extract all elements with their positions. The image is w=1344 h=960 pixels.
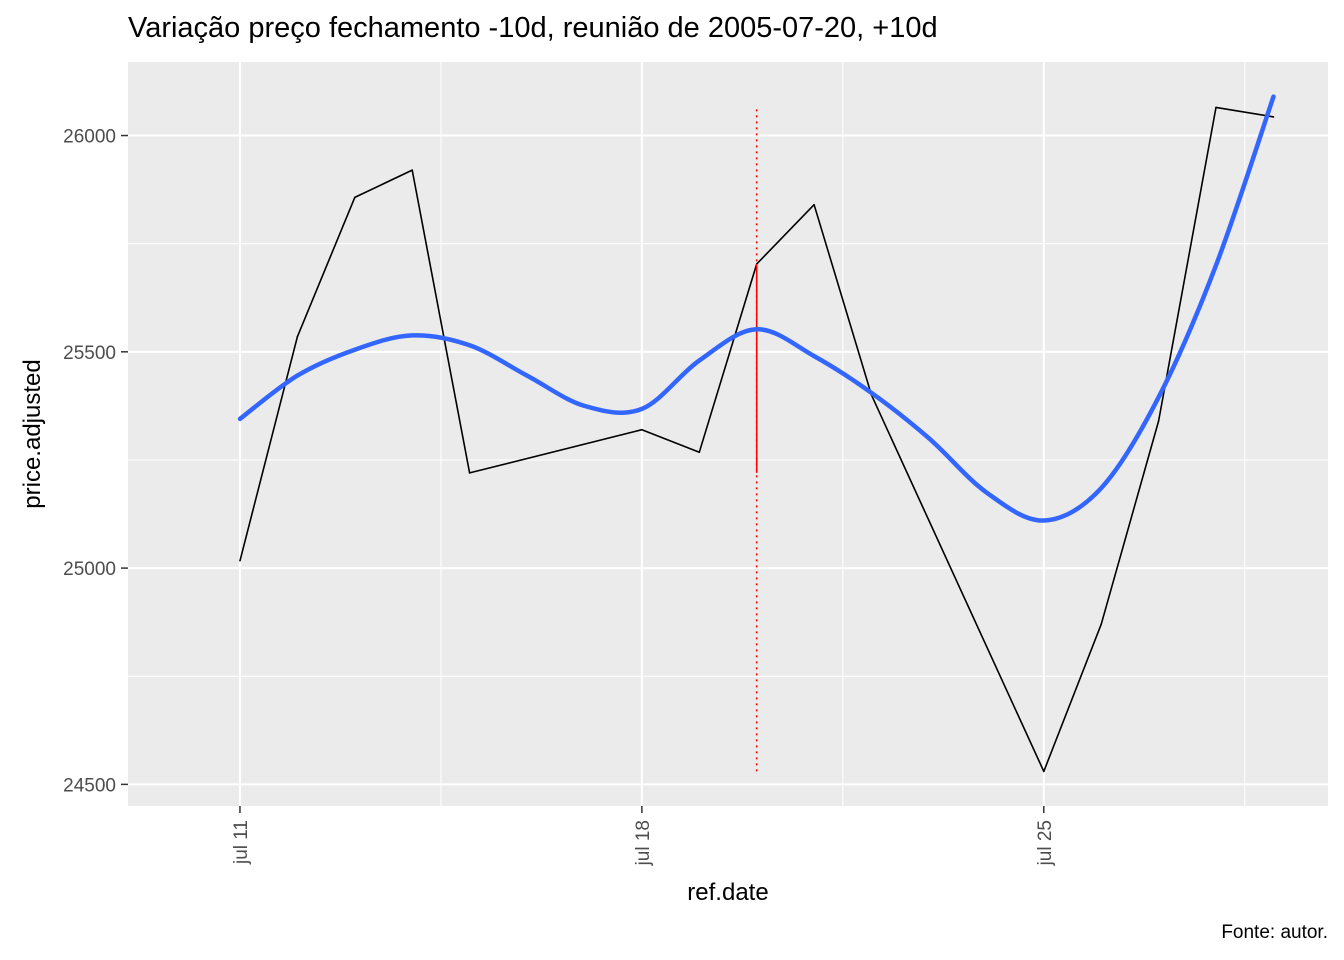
y-tick-label: 24500 [63,775,116,796]
price-point [1215,106,1217,109]
price-point [239,559,241,562]
price-point [1100,623,1103,626]
price-point [1272,116,1275,118]
price-point [353,196,356,199]
smooth-curve [237,94,1276,523]
price-point [1157,420,1160,422]
price-point [813,203,815,206]
y-axis-title: price.adjusted [19,359,46,508]
price-point [1042,770,1045,773]
x-tick-label: jul 11 [231,820,252,865]
price-point [698,451,701,453]
y-tick-label: 26000 [63,127,116,148]
chart-caption: Fonte: autor. [1221,922,1328,943]
grid-minor [128,62,1328,806]
x-axis-title: ref.date [687,879,768,906]
y-tick-label: 25000 [63,559,116,580]
price-point [411,169,414,171]
chart-title: Variação preço fechamento -10d, reunião … [128,12,938,44]
price-point [641,428,643,431]
smooth-layer [237,94,1276,523]
price-point [296,335,299,338]
x-tick-label: jul 18 [633,820,654,866]
plot-panel [128,62,1328,806]
x-tick-label: jul 25 [1035,820,1056,866]
y-tick-label: 25500 [63,343,116,364]
grid-major [128,62,1328,806]
price-point [468,472,471,474]
x-axis: jul 11 jul 18 jul 25 [231,806,1056,866]
y-axis: 24500 25000 25500 26000 [63,127,128,796]
